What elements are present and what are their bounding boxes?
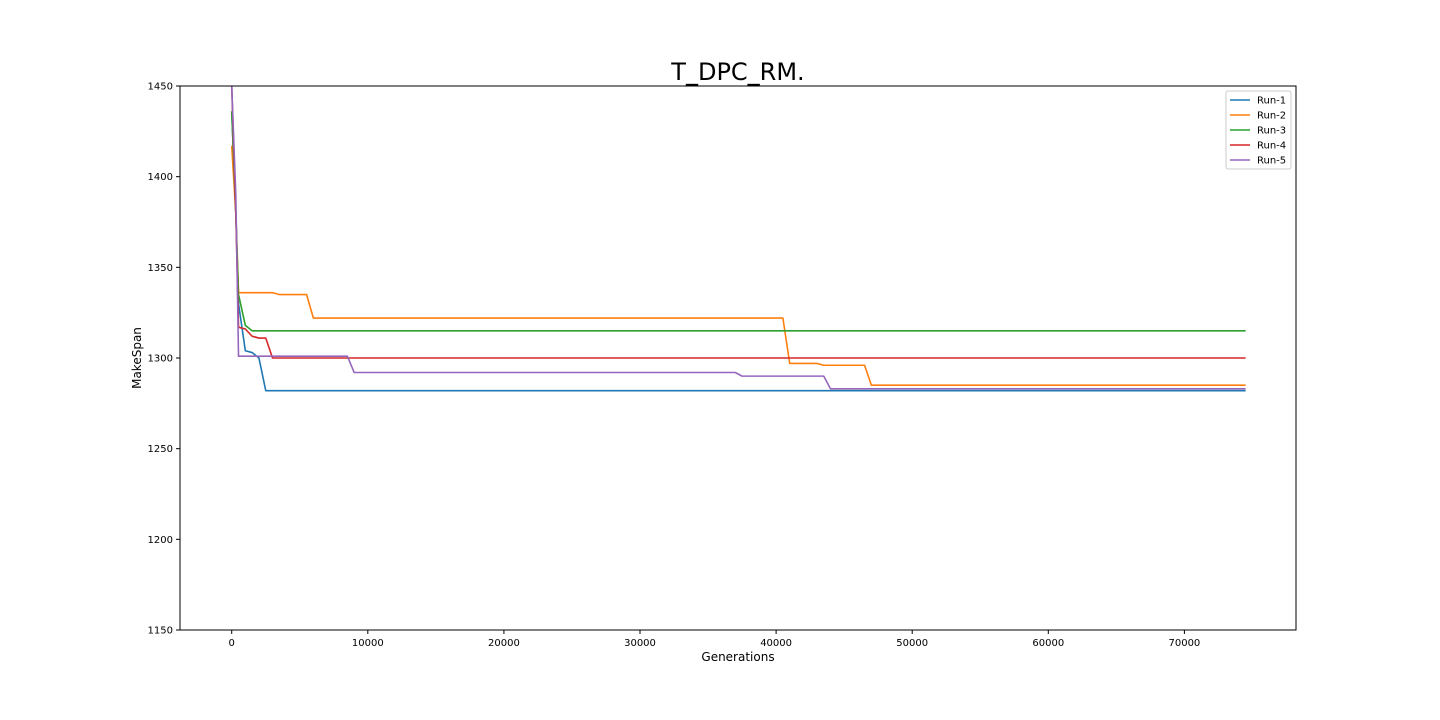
x-tick-label: 20000 <box>488 638 520 649</box>
series-line-run-3 <box>230 111 1246 332</box>
y-tick-label: 1350 <box>148 263 173 274</box>
y-tick-label: 1400 <box>148 172 173 183</box>
y-tick-label: 1300 <box>148 354 173 365</box>
x-tick-label: 50000 <box>896 638 928 649</box>
x-axis-label: Generations <box>701 650 774 664</box>
legend-entry: Run-1 <box>1257 96 1286 107</box>
x-tick-label: 70000 <box>1168 638 1200 649</box>
legend-entry: Run-2 <box>1257 111 1286 122</box>
series-line-run-2 <box>230 145 1246 387</box>
chart-title: T_DPC_RM. <box>670 58 804 86</box>
y-tick-label: 1250 <box>148 444 173 455</box>
y-tick-label: 1200 <box>148 535 173 546</box>
legend-entry: Run-3 <box>1257 126 1286 137</box>
x-tick-label: 30000 <box>624 638 656 649</box>
x-tick-label: 10000 <box>352 638 384 649</box>
legend-box <box>1225 90 1292 170</box>
x-tick-label: 60000 <box>1032 638 1064 649</box>
x-tick-label: 0 <box>229 638 235 649</box>
series-line-run-1 <box>230 111 1246 392</box>
x-tick-label: 40000 <box>760 638 792 649</box>
y-axis-label: MakeSpan <box>130 327 144 389</box>
y-tick-label: 1150 <box>148 626 173 637</box>
x-axis: 0 10000 20000 30000 40000 50000 60000 70000 <box>229 630 1200 649</box>
legend: Run-1 Run-2 Run-3 Run-4 Run-5 <box>1225 90 1292 170</box>
y-tick-label: 1450 <box>148 82 173 93</box>
series-line-run-5 <box>230 86 1246 390</box>
legend-entry: Run-5 <box>1257 156 1286 167</box>
series-line-run-4 <box>230 86 1246 359</box>
series-layer <box>230 86 1246 392</box>
legend-entry: Run-4 <box>1257 141 1286 152</box>
y-axis: 1150 1200 1250 1300 1350 1400 1450 <box>148 82 180 637</box>
